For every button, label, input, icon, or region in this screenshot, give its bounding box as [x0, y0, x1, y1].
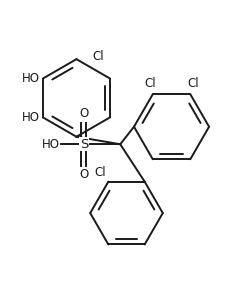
- Text: HO: HO: [22, 111, 40, 124]
- Text: O: O: [79, 108, 88, 120]
- Text: HO: HO: [42, 138, 60, 151]
- Text: Cl: Cl: [94, 166, 105, 179]
- Text: O: O: [79, 168, 88, 181]
- Text: Cl: Cl: [186, 78, 198, 90]
- Text: HO: HO: [22, 72, 40, 85]
- Text: S: S: [79, 138, 88, 151]
- Text: Cl: Cl: [144, 78, 155, 90]
- Text: Cl: Cl: [92, 49, 104, 63]
